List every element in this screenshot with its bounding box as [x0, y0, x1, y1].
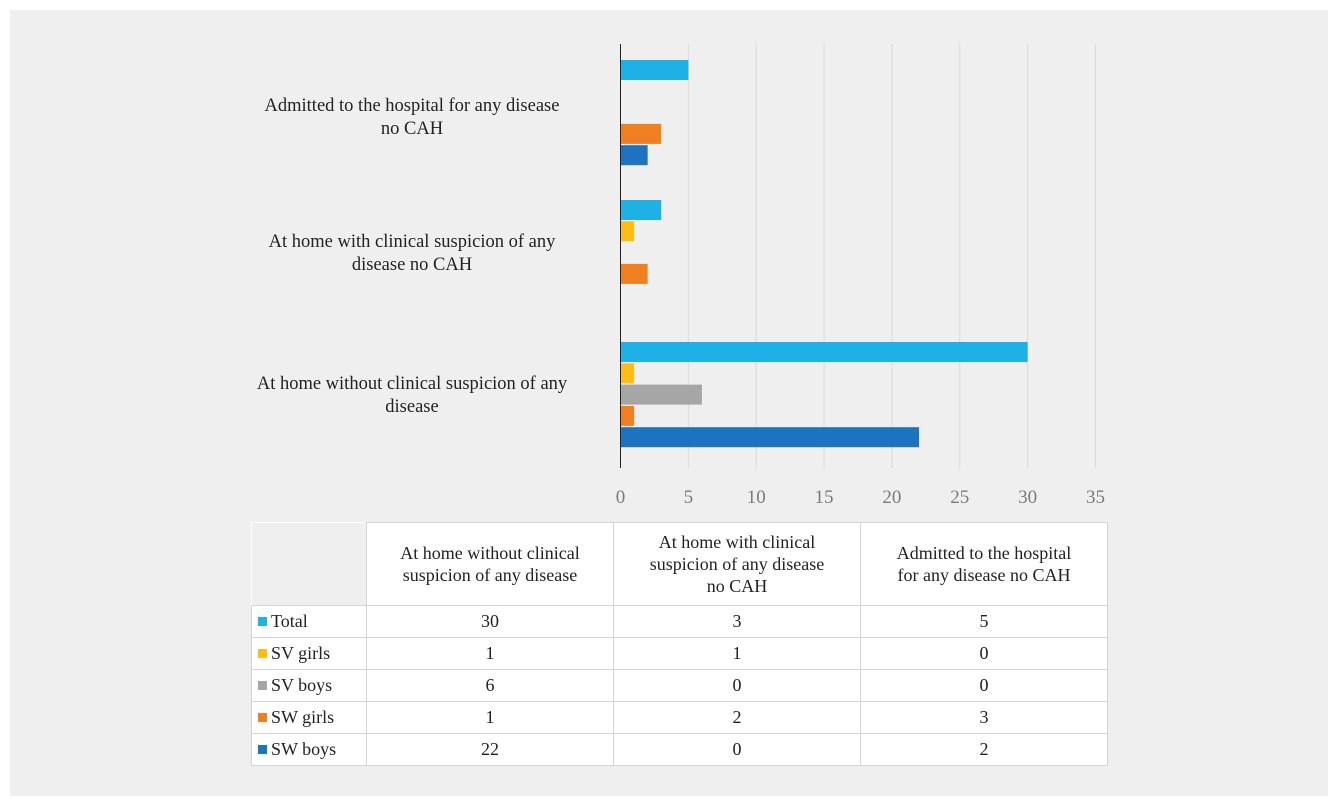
gridlines: [687, 44, 1096, 468]
table-row: Total 30 3 5: [251, 605, 1108, 638]
table-header-line: At home with clinical: [658, 532, 816, 552]
bar: [620, 263, 648, 284]
x-tick-label: 15: [815, 487, 834, 508]
x-tick-label: 20: [882, 487, 901, 508]
table-header-line: suspicion of any disease: [402, 565, 578, 585]
table-value-cell: 2: [860, 733, 1108, 766]
table-value-cell: 0: [613, 669, 861, 702]
legend-swatch: [258, 649, 267, 658]
legend-entry: SV boys: [251, 669, 367, 702]
table-header-cell: At home without clinical suspicion of any…: [366, 522, 614, 606]
category-label-line: no CAH: [380, 119, 444, 139]
bar: [620, 123, 662, 144]
bar: [620, 405, 635, 426]
table-value-cell: 30: [366, 605, 614, 638]
table-header-row: At home without clinical suspicion of any…: [251, 522, 1108, 606]
legend-swatch: [258, 745, 267, 754]
table-value-cell: 3: [613, 605, 861, 638]
table-header-cell: At home with clinical suspicion of any di…: [613, 522, 861, 606]
legend-entry: SW boys: [251, 733, 367, 766]
bar: [620, 342, 1028, 362]
category-label: At home without clinical suspicion of an…: [222, 373, 602, 419]
table-row: SV boys 6 0 0: [251, 669, 1108, 702]
table-value-cell: 1: [366, 701, 614, 734]
legend-swatch: [258, 617, 267, 626]
table-value-cell: 0: [613, 733, 861, 766]
series-name: SW girls: [271, 707, 335, 727]
table-value-cell: 1: [613, 637, 861, 670]
series-name: SV girls: [271, 643, 331, 663]
table-header-line: suspicion of any disease: [649, 554, 825, 574]
bar: [620, 200, 662, 220]
table-value-cell: 0: [860, 637, 1108, 670]
table-value-cell: 3: [860, 701, 1108, 734]
category-label: Admitted to the hospital for any disease…: [222, 95, 602, 141]
series-name: SV boys: [271, 675, 333, 695]
table-value-cell: 1: [366, 637, 614, 670]
table-value-cell: 0: [860, 669, 1108, 702]
bar: [620, 221, 635, 242]
category-label: At home with clinical suspicion of any di…: [222, 231, 602, 277]
legend-entry: SV girls: [251, 637, 367, 670]
category-label-line: At home without clinical suspicion of an…: [256, 374, 568, 394]
category-label-line: Admitted to the hospital for any disease: [264, 96, 560, 116]
x-axis-ticks: 0 5 10 15 20 25 30 35: [616, 487, 1105, 508]
table-row: SW boys 22 0 2: [251, 733, 1108, 766]
x-tick-label: 5: [684, 487, 694, 508]
bars: [620, 60, 1028, 448]
x-tick-label: 30: [1018, 487, 1037, 508]
table-corner-cell: [251, 522, 367, 606]
x-tick-label: 10: [747, 487, 766, 508]
table-value-cell: 5: [860, 605, 1108, 638]
table-value-cell: 6: [366, 669, 614, 702]
table-row: SV girls 1 1 0: [251, 637, 1108, 670]
x-tick-label: 0: [616, 487, 626, 508]
legend-swatch: [258, 681, 267, 690]
category-label-line: At home with clinical suspicion of any: [268, 232, 556, 252]
table-row: SW girls 1 2 3: [251, 701, 1108, 734]
category-label-line: disease no CAH: [351, 255, 473, 275]
data-table: At home without clinical suspicion of any…: [251, 522, 1108, 766]
bar: [620, 384, 702, 405]
legend-entry: Total: [251, 605, 367, 638]
table-header-line: At home without clinical: [400, 543, 580, 563]
x-tick-label: 25: [950, 487, 969, 508]
table-header-line: Admitted to the hospital: [896, 543, 1072, 563]
table-value-cell: 2: [613, 701, 861, 734]
table-value-cell: 22: [366, 733, 614, 766]
table-header-line: no CAH: [706, 576, 768, 596]
bar: [620, 60, 689, 80]
x-tick-label: 35: [1086, 487, 1105, 508]
series-name: SW boys: [271, 739, 337, 759]
legend-swatch: [258, 713, 267, 722]
bar: [620, 145, 648, 166]
category-label-line: disease: [385, 397, 439, 417]
table-header-line: for any disease no CAH: [897, 565, 1071, 585]
bar-chart: 0 5 10 15 20 25 30 35: [616, 44, 1105, 508]
bar: [620, 363, 635, 384]
table-header-cell: Admitted to the hospital for any disease …: [860, 522, 1108, 606]
bar: [620, 427, 920, 448]
series-name: Total: [271, 611, 308, 631]
legend-entry: SW girls: [251, 701, 367, 734]
